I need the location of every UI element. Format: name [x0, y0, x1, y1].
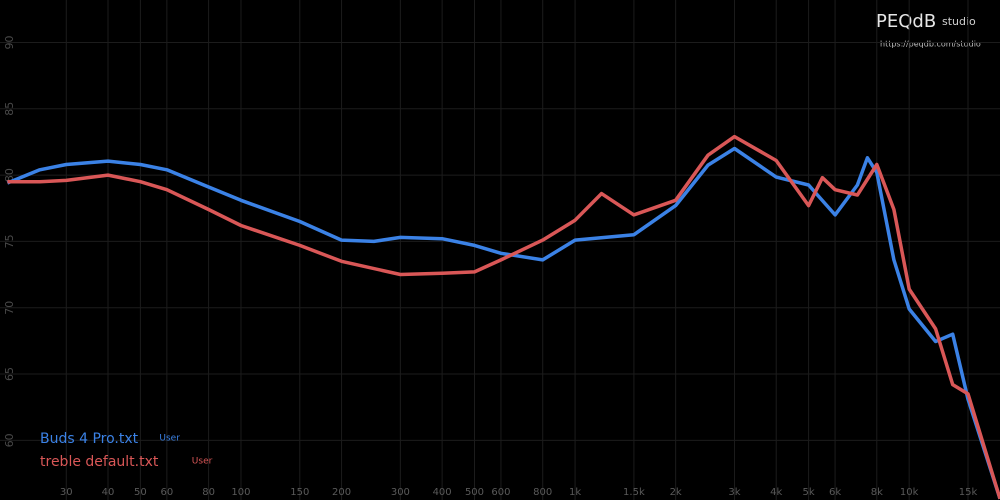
frequency-response-line [7, 134, 1000, 500]
y-tick-label: 85 [3, 102, 16, 116]
x-tick-label: 200 [332, 487, 351, 498]
y-tick-label: 70 [3, 301, 16, 315]
x-tick-label: 40 [102, 487, 115, 498]
brand-url[interactable]: https://peqdb.com/studio [880, 40, 981, 49]
x-tick-label: 600 [491, 487, 510, 498]
y-tick-label: 90 [3, 35, 16, 49]
frequency-response-line [6, 146, 1000, 500]
legend-label: treble default.txt [40, 454, 159, 470]
x-tick-label: 8k [871, 487, 883, 498]
y-tick-label: 60 [3, 433, 16, 447]
x-tick-label: 3k [728, 487, 740, 498]
x-tick-label: 1k [569, 487, 581, 498]
x-tick-label: 300 [391, 487, 410, 498]
x-tick-label: 80 [202, 487, 215, 498]
brand-name: PEQdB [876, 11, 936, 32]
x-tick-label: 50 [134, 487, 147, 498]
y-tick-label: 65 [3, 367, 16, 381]
x-tick-label: 15k [959, 487, 978, 498]
x-tick-label: 30 [60, 487, 73, 498]
legend-tag: User [192, 457, 213, 467]
x-tick-label: 500 [465, 487, 484, 498]
x-tick-label: 2k [670, 487, 682, 498]
x-tick-label: 1.5k [623, 487, 645, 498]
x-tick-label: 150 [290, 487, 309, 498]
y-tick-label: 80 [3, 168, 16, 182]
x-tick-label: 100 [231, 487, 250, 498]
legend-label: Buds 4 Pro.txt [40, 431, 139, 447]
x-tick-label: 6k [829, 487, 841, 498]
x-tick-label: 400 [433, 487, 452, 498]
y-tick-label: 75 [3, 234, 16, 248]
legend-tag: User [159, 434, 180, 444]
brand-suffix: studio [942, 15, 976, 28]
x-tick-label: 60 [160, 487, 173, 498]
x-tick-label: 5k [803, 487, 815, 498]
x-tick-label: 10k [900, 487, 919, 498]
x-tick-label: 4k [770, 487, 782, 498]
x-tick-label: 800 [533, 487, 552, 498]
